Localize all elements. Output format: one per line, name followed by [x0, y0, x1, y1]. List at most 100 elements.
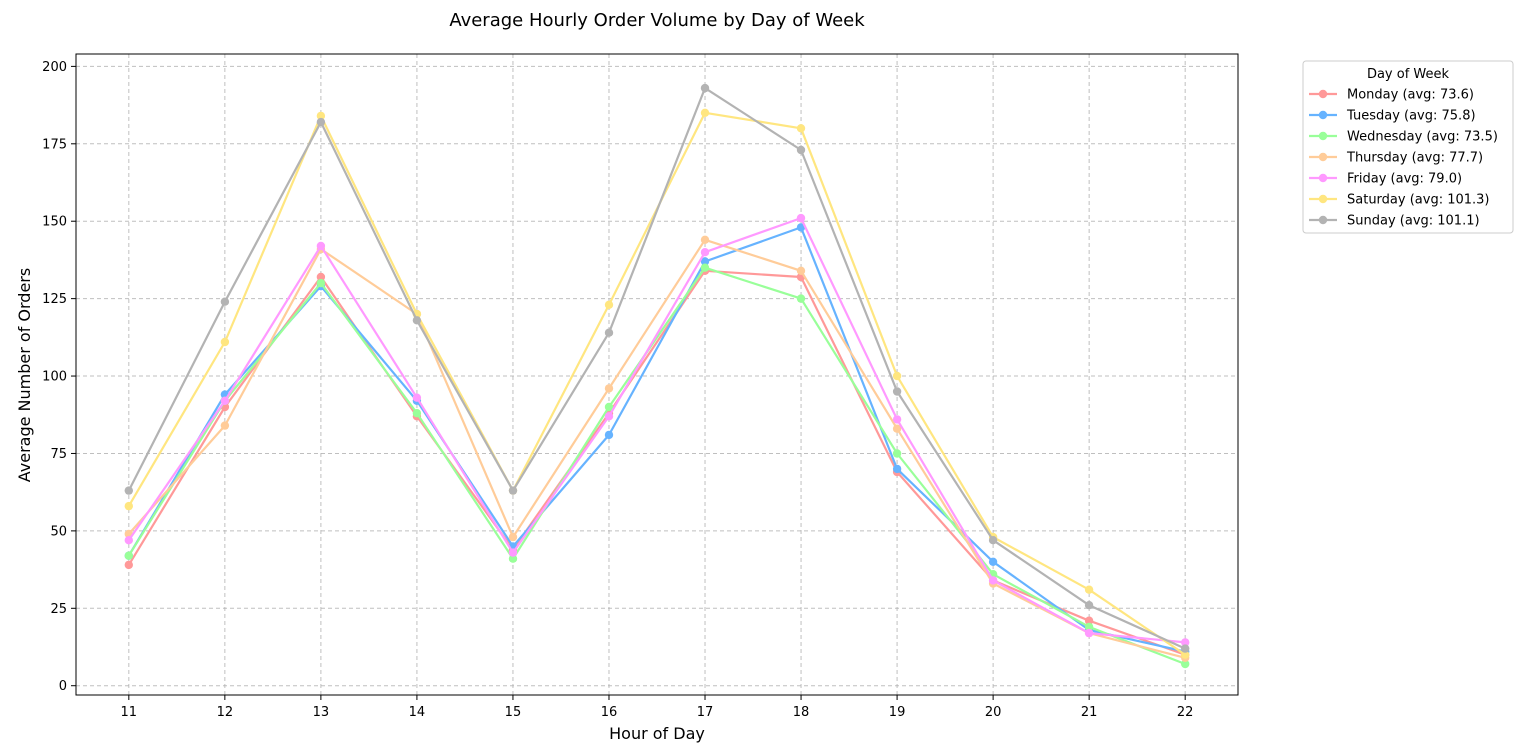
data-point	[220, 421, 230, 430]
data-point	[604, 412, 614, 421]
data-point	[316, 278, 326, 288]
y-tick-label: 200	[42, 60, 67, 75]
legend-label: Thursday (avg: 77.7)	[1346, 151, 1483, 166]
series-5	[124, 213, 1190, 647]
legend-title: Day of Week	[1367, 67, 1450, 82]
data-point	[508, 486, 518, 495]
x-tick-label: 16	[601, 705, 618, 720]
series-line	[127, 266, 1186, 666]
legend-marker	[1318, 215, 1328, 225]
y-tick-label: 150	[42, 215, 67, 230]
data-point	[700, 108, 710, 118]
data-point	[124, 560, 133, 570]
y-tick-label: 100	[42, 370, 67, 385]
data-point	[124, 551, 133, 560]
x-tick-label: 13	[313, 705, 330, 720]
data-point	[892, 371, 902, 381]
data-point	[796, 266, 806, 275]
data-point	[412, 316, 422, 325]
legend-label: Saturday (avg: 101.3)	[1347, 193, 1490, 208]
legend-item: Thursday (avg: 77.7)	[1309, 151, 1483, 166]
y-tick-label: 25	[50, 602, 67, 617]
y-tick-label: 75	[50, 447, 67, 462]
plot-frame	[75, 53, 1239, 696]
data-point	[1084, 585, 1094, 594]
data-point	[796, 145, 806, 155]
y-tick-label: 175	[42, 137, 67, 152]
y-tick-label: 50	[50, 524, 67, 539]
x-tick-label: 17	[697, 705, 714, 720]
data-point	[892, 449, 902, 458]
data-point	[124, 536, 133, 545]
series-line	[127, 86, 1186, 650]
x-tick-label: 12	[217, 705, 234, 720]
series-2	[124, 223, 1190, 656]
data-point	[1084, 622, 1094, 632]
chart-title: Average Hourly Order Volume by Day of We…	[449, 10, 865, 31]
data-point	[604, 300, 614, 309]
y-axis-ticks: 0 25 50 75 100 125 150 175 200	[42, 60, 76, 694]
data-point	[316, 111, 326, 121]
data-point	[700, 263, 710, 272]
x-tick-label: 21	[1081, 705, 1098, 720]
data-point	[700, 83, 710, 93]
series-line	[127, 217, 1186, 644]
legend-marker	[1318, 89, 1328, 99]
legend-label: Sunday (avg: 101.1)	[1347, 214, 1480, 229]
legend-item: Wednesday (avg: 73.5)	[1309, 130, 1498, 145]
series-line	[127, 238, 1186, 659]
legend-box	[1302, 60, 1514, 234]
legend-label: Monday (avg: 73.6)	[1347, 88, 1474, 103]
x-tick-label: 19	[889, 705, 906, 720]
series-3	[124, 263, 1190, 669]
data-point	[316, 241, 326, 251]
data-point	[1084, 601, 1094, 610]
legend-marker	[1318, 110, 1328, 120]
legend-items: Monday (avg: 73.6) Tuesday (avg: 75.8) Wed…	[1309, 88, 1498, 229]
legend-label: Wednesday (avg: 73.5)	[1347, 130, 1498, 145]
series-line	[127, 111, 1186, 656]
legend-label: Friday (avg: 79.0)	[1347, 172, 1462, 187]
data-point	[892, 387, 902, 396]
grid	[76, 54, 1238, 695]
data-point	[988, 576, 998, 585]
data-point	[316, 117, 326, 127]
series-7	[124, 83, 1190, 653]
series-lines	[124, 83, 1190, 669]
data-point	[220, 396, 230, 405]
legend: Day of Week Monday (avg: 73.6) Tuesday (a…	[1302, 60, 1514, 234]
data-point	[220, 337, 230, 347]
legend-marker	[1318, 173, 1328, 183]
data-point	[604, 384, 614, 393]
legend-marker	[1318, 152, 1328, 162]
data-point	[796, 213, 806, 223]
data-point	[508, 532, 518, 542]
data-point	[124, 486, 133, 495]
data-point	[412, 409, 422, 418]
x-axis-label: Hour of Day	[609, 724, 705, 743]
data-point	[1181, 638, 1190, 647]
data-point	[796, 124, 806, 133]
data-point	[1181, 650, 1190, 659]
data-point	[1181, 659, 1190, 669]
data-point	[796, 223, 806, 232]
data-point	[604, 430, 614, 440]
data-point	[700, 248, 710, 257]
x-axis-ticks: 11 12 13 14 15 16 17 18 19 20 21 22	[121, 695, 1194, 720]
data-point	[892, 464, 902, 474]
data-point	[1181, 644, 1190, 653]
x-tick-label: 11	[121, 705, 138, 720]
data-point	[508, 548, 518, 557]
legend-item: Saturday (avg: 101.3)	[1309, 193, 1490, 208]
legend-item: Sunday (avg: 101.1)	[1309, 214, 1480, 229]
data-point	[700, 235, 710, 244]
data-point	[220, 297, 230, 306]
x-tick-label: 20	[985, 705, 1002, 720]
data-point	[316, 272, 326, 282]
legend-item: Monday (avg: 73.6)	[1309, 88, 1474, 103]
data-point	[892, 424, 902, 433]
legend-marker	[1318, 131, 1328, 141]
legend-item: Tuesday (avg: 75.8)	[1309, 109, 1476, 124]
x-tick-label: 22	[1177, 705, 1194, 720]
